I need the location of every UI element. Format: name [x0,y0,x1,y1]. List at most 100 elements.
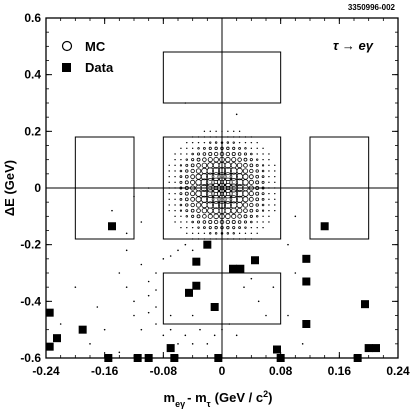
mc-point [111,209,113,212]
mc-point [219,151,225,157]
mc-point [229,177,239,187]
mc-point [190,163,195,168]
mc-point [96,306,99,308]
mc-point [235,113,238,116]
mc-point [186,141,188,144]
mc-point [268,209,270,212]
mc-point [248,185,254,191]
mc-point [155,272,157,274]
mc-point [190,185,196,191]
y-tick-label: -0.6 [20,351,41,365]
mc-point [196,157,201,162]
mc-point [186,153,188,155]
mc-point [223,172,233,182]
mc-point [191,249,194,252]
mc-point [180,221,182,223]
mc-point [184,334,187,337]
data-point [133,354,142,362]
mc-point [207,162,214,169]
mc-point [191,152,194,156]
x-tick-label: -0.24 [32,364,60,378]
mc-point [238,146,241,150]
mc-point [268,158,270,161]
mc-point [89,343,91,345]
mc-point [219,219,225,225]
mc-point [256,147,258,150]
mc-point [180,158,182,161]
mc-point [59,323,62,325]
mc-point [242,173,249,180]
mc-point [261,186,265,190]
mc-point [268,164,270,167]
mc-point [196,214,201,219]
mc-point [196,208,201,213]
mc-point [250,152,253,156]
region-sideband-left [74,136,135,240]
mc-point [256,221,258,223]
legend-mc-label: MC [85,39,106,54]
mc-point [235,184,244,192]
mc-point [255,169,259,173]
mc-point [223,167,232,175]
mc-point [248,196,254,202]
mc-point [214,146,218,150]
mc-point [168,209,170,212]
mc-point [217,194,227,204]
mc-point [268,153,270,155]
mc-point [174,175,176,178]
mc-point [261,175,265,179]
mc-point [217,172,227,182]
mc-point [213,213,219,220]
mc-point [223,183,233,193]
mc-point [197,238,200,240]
mc-point [231,151,236,157]
mc-point [268,192,270,195]
region-sideband-right [309,136,370,240]
mc-point [250,226,253,229]
mc-point [197,226,200,229]
mc-point [238,141,241,144]
mc-point [268,198,270,201]
mc-point [196,163,201,168]
mc-point [147,187,150,189]
mc-point [191,343,194,345]
data-point [302,277,311,286]
mc-point [118,351,121,354]
mc-point [174,164,176,167]
mc-point [214,232,218,235]
mc-point [262,147,264,150]
mc-point [191,136,194,138]
axes: -0.24 -0.16 -0.08 0 0.08 0.16 0.24 0.6 0.4 0.2 0 -0… [20,11,410,378]
mc-point [140,328,143,331]
mc-point [203,136,206,138]
mc-point [191,220,194,224]
data-point [214,354,223,362]
mc-point [185,209,189,213]
mc-point [174,181,176,184]
x-tick-label: 0.16 [328,364,352,378]
mc-point [191,232,194,235]
mc-point [179,186,183,190]
mc-point [265,314,267,317]
mc-point [200,178,209,187]
data-points [45,222,380,362]
mc-point [180,147,182,150]
mc-point [261,169,265,173]
data-point [45,342,54,351]
y-tick-label: 0.6 [24,11,41,25]
mc-point [206,195,215,204]
mc-point [174,221,176,223]
mc-point [179,209,183,212]
mc-point [213,219,219,225]
mc-point [208,219,213,225]
mc-point [256,153,258,155]
mc-point [232,146,236,150]
mc-point [287,243,289,246]
mc-point [248,179,254,185]
data-point [210,303,219,311]
data-point [361,300,369,309]
mc-point [301,343,304,345]
mc-point [208,151,213,157]
mc-point [184,191,189,196]
mc-point [174,158,176,161]
